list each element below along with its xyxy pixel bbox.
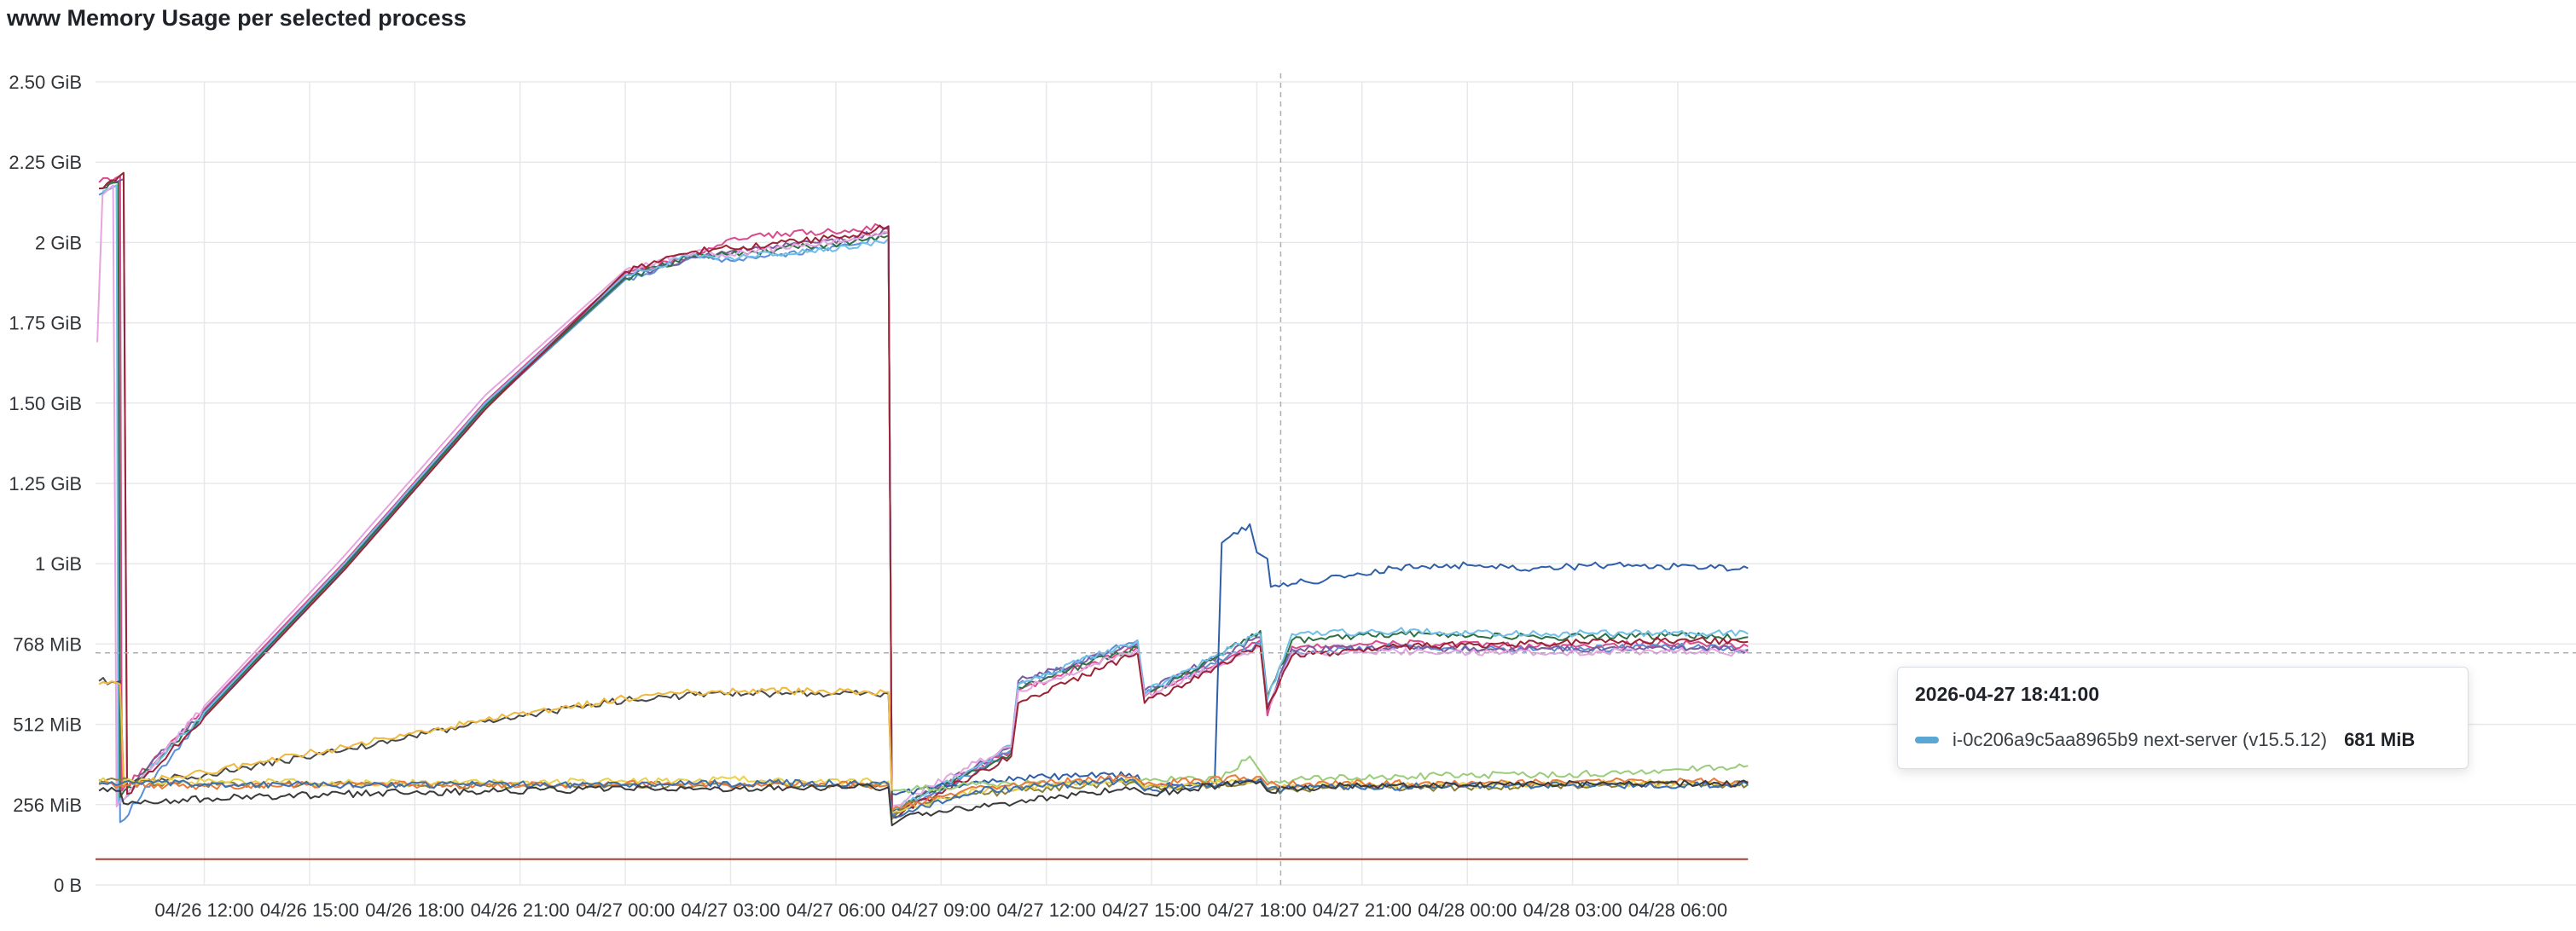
series-line-15 (98, 779, 1749, 827)
series-lines (96, 171, 1749, 860)
x-tick-label: 04/27 21:00 (1313, 899, 1412, 921)
series-line-2 (105, 178, 1749, 814)
hover-tooltip: 2026-04-27 18:41:00 i-0c206a9c5aa8965b9 … (1897, 667, 2469, 769)
grid-lines (96, 81, 2576, 886)
y-tick-label: 0 B (54, 875, 82, 896)
y-tick-label: 1.50 GiB (9, 393, 82, 414)
y-tick-label: 768 MiB (13, 633, 82, 655)
series-line-10 (98, 680, 893, 791)
x-tick-label: 04/27 09:00 (891, 899, 990, 921)
x-tick-label: 04/28 00:00 (1418, 899, 1517, 921)
series-line-1 (98, 184, 1749, 824)
y-tick-label: 256 MiB (13, 795, 82, 816)
y-tick-label: 1.25 GiB (9, 473, 82, 494)
x-tick-label: 04/27 00:00 (576, 899, 675, 921)
series-line-9 (98, 677, 893, 795)
tooltip-series-row: i-0c206a9c5aa8965b9 next-server (v15.5.1… (1915, 729, 2415, 751)
series-line-7 (891, 523, 1749, 795)
x-axis-ticks: 04/26 12:00 04/26 15:00 04/26 18:00 04/26 2… (154, 899, 1727, 921)
y-tick-label: 2.50 GiB (9, 72, 82, 93)
series-line-5 (96, 184, 1749, 807)
tooltip-series-value: 681 MiB (2344, 729, 2416, 750)
x-tick-label: 04/27 15:00 (1102, 899, 1201, 921)
y-axis-ticks: 0 B 256 MiB 512 MiB 768 MiB 1 GiB 1.25 GiB 1.5… (9, 72, 82, 896)
series-line-4 (102, 184, 1749, 811)
x-tick-label: 04/27 03:00 (681, 899, 780, 921)
series-line-13 (98, 774, 1749, 811)
series-line-3 (99, 181, 1749, 814)
series-line-0 (98, 175, 1749, 817)
tooltip-series-label: i-0c206a9c5aa8965b9 next-server (v15.5.1… (1952, 729, 2328, 750)
y-tick-label: 512 MiB (13, 714, 82, 736)
x-tick-label: 04/26 18:00 (365, 899, 464, 921)
x-tick-label: 04/26 12:00 (154, 899, 253, 921)
x-tick-label: 04/26 21:00 (471, 899, 570, 921)
series-line-6 (99, 171, 1749, 818)
x-tick-label: 04/27 18:00 (1207, 899, 1306, 921)
y-tick-label: 2.25 GiB (9, 152, 82, 173)
tooltip-series-swatch (1915, 737, 1939, 743)
crosshair (96, 73, 2576, 885)
x-tick-label: 04/27 12:00 (997, 899, 1096, 921)
x-tick-label: 04/27 06:00 (786, 899, 885, 921)
x-tick-label: 04/28 06:00 (1628, 899, 1727, 921)
panel-title: www Memory Usage per selected process (7, 5, 467, 31)
x-tick-label: 04/28 03:00 (1523, 899, 1622, 921)
y-tick-label: 1.75 GiB (9, 313, 82, 334)
tooltip-timestamp: 2026-04-27 18:41:00 (1915, 683, 2100, 705)
series-line-14 (98, 777, 1749, 818)
y-tick-label: 1 GiB (35, 553, 82, 575)
x-tick-label: 04/26 15:00 (260, 899, 359, 921)
y-tick-label: 2 GiB (35, 232, 82, 253)
